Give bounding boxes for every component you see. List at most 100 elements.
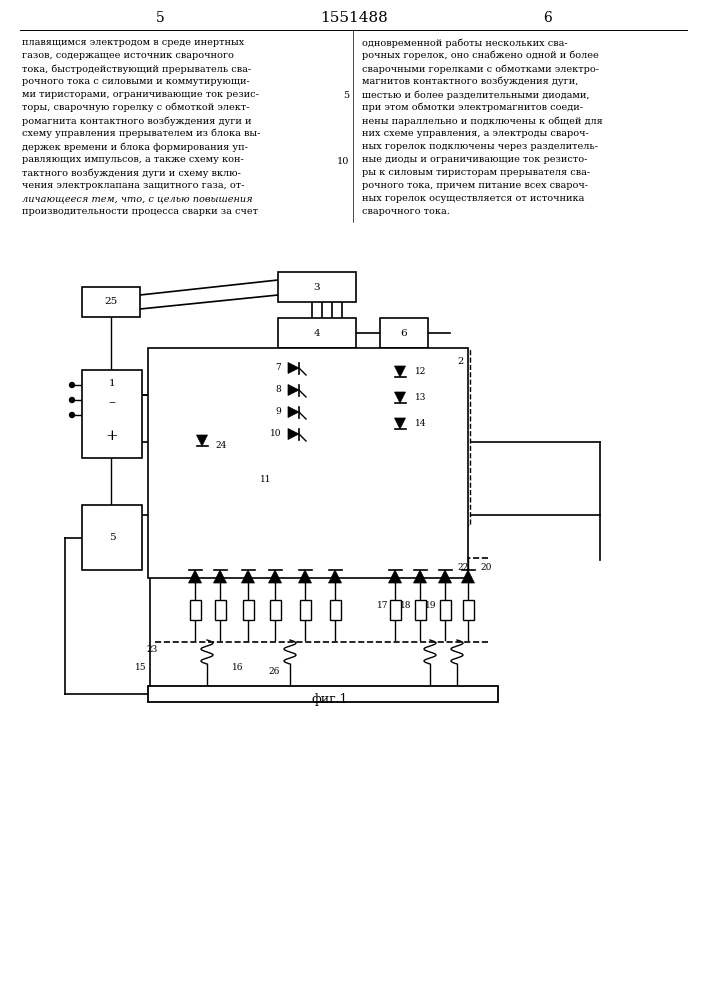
Text: 3: 3	[314, 282, 320, 292]
Text: личающееся тем, что, с целью повышения: личающееся тем, что, с целью повышения	[22, 194, 252, 203]
Text: 17: 17	[377, 600, 389, 609]
Text: рочного тока, причем питание всех свароч-: рочного тока, причем питание всех свароч…	[362, 181, 588, 190]
Text: 2: 2	[457, 358, 463, 366]
Text: 7: 7	[275, 362, 281, 371]
Bar	[414, 600, 426, 620]
Text: газов, содержащее источник сварочного: газов, содержащее источник сварочного	[22, 51, 234, 60]
Bar	[148, 348, 468, 578]
Text: держек времени и блока формирования уп-: держек времени и блока формирования уп-	[22, 142, 248, 151]
Text: 24: 24	[215, 440, 226, 450]
Polygon shape	[389, 570, 402, 583]
Text: магнитов контактного возбуждения дуги,: магнитов контактного возбуждения дуги,	[362, 77, 578, 87]
Polygon shape	[395, 366, 406, 377]
Text: них схеме управления, а электроды свароч-: них схеме управления, а электроды свароч…	[362, 129, 589, 138]
Bar	[278, 272, 356, 302]
Bar	[82, 287, 140, 317]
Text: сварочного тока.: сварочного тока.	[362, 207, 450, 216]
Text: 1: 1	[109, 379, 115, 388]
Text: 18: 18	[400, 600, 411, 609]
Text: 5: 5	[156, 11, 164, 25]
Bar	[82, 370, 142, 458]
Text: схему управления прерывателем из блока вы-: схему управления прерывателем из блока в…	[22, 129, 260, 138]
Polygon shape	[214, 570, 226, 583]
Text: торы, сварочную горелку с обмоткой элект-: торы, сварочную горелку с обмоткой элект…	[22, 103, 250, 112]
Circle shape	[69, 382, 74, 387]
Bar	[329, 600, 341, 620]
Text: 10: 10	[337, 156, 349, 165]
Bar	[189, 600, 201, 620]
Text: одновременной работы нескольких сва-: одновременной работы нескольких сва-	[362, 38, 568, 47]
Polygon shape	[438, 570, 452, 583]
Text: 13: 13	[415, 393, 426, 402]
Text: при этом обмотки электромагнитов соеди-: при этом обмотки электромагнитов соеди-	[362, 103, 583, 112]
Text: 14: 14	[415, 419, 426, 428]
Text: 10: 10	[269, 428, 281, 438]
Text: 22: 22	[457, 564, 468, 572]
Text: производительности процесса сварки за счет: производительности процесса сварки за сч…	[22, 207, 258, 216]
Polygon shape	[288, 362, 299, 373]
Text: 25: 25	[105, 298, 117, 306]
Polygon shape	[395, 418, 406, 429]
Text: 9: 9	[275, 406, 281, 416]
Circle shape	[69, 397, 74, 402]
Bar	[148, 686, 498, 702]
Text: чения электроклапана защитного газа, от-: чения электроклапана защитного газа, от-	[22, 181, 245, 190]
Text: 15: 15	[135, 664, 147, 672]
Polygon shape	[269, 570, 281, 583]
Text: рочных горелок, оно снабжено одной и более: рочных горелок, оно снабжено одной и бол…	[362, 51, 599, 60]
Bar	[269, 600, 281, 620]
Bar	[243, 600, 254, 620]
Text: ры к силовым тиристорам прерывателя сва-: ры к силовым тиристорам прерывателя сва-	[362, 168, 590, 177]
Bar	[82, 505, 142, 570]
Text: 12: 12	[415, 367, 426, 376]
Text: 26: 26	[268, 668, 279, 676]
Polygon shape	[197, 435, 207, 446]
Text: 20: 20	[480, 564, 491, 572]
Bar	[214, 600, 226, 620]
Text: –: –	[108, 395, 115, 409]
Bar	[462, 600, 474, 620]
Text: нены параллельно и подключены к общей для: нены параллельно и подключены к общей дл…	[362, 116, 603, 125]
Bar	[390, 600, 400, 620]
Text: 1551488: 1551488	[320, 11, 387, 25]
Polygon shape	[329, 570, 341, 583]
Text: 23: 23	[147, 646, 158, 654]
Text: 19: 19	[425, 600, 436, 609]
Bar	[212, 350, 470, 525]
Bar	[278, 318, 356, 348]
Polygon shape	[414, 570, 426, 583]
Text: 5: 5	[109, 533, 115, 542]
Bar	[300, 600, 310, 620]
Text: 6: 6	[543, 11, 551, 25]
Text: 11: 11	[260, 476, 271, 485]
Text: ные диоды и ограничивающие ток резисто-: ные диоды и ограничивающие ток резисто-	[362, 155, 588, 164]
Polygon shape	[395, 392, 406, 403]
Polygon shape	[189, 570, 201, 583]
Text: плавящимся электродом в среде инертных: плавящимся электродом в среде инертных	[22, 38, 244, 47]
Text: 8: 8	[275, 384, 281, 393]
Text: ми тиристорами, ограничивающие ток резис-: ми тиристорами, ограничивающие ток резис…	[22, 90, 259, 99]
Text: 6: 6	[401, 328, 407, 338]
Text: сварочными горелками с обмотками электро-: сварочными горелками с обмотками электро…	[362, 64, 599, 74]
Text: фиг.1: фиг.1	[312, 694, 349, 706]
Text: шестью и более разделительными диодами,: шестью и более разделительными диодами,	[362, 90, 590, 100]
Polygon shape	[288, 384, 299, 395]
Text: тока, быстродействующий прерыватель сва-: тока, быстродействующий прерыватель сва-	[22, 64, 251, 74]
Polygon shape	[462, 570, 474, 583]
Text: ных горелок подключены через разделитель-: ных горелок подключены через разделитель…	[362, 142, 598, 151]
Text: +: +	[105, 429, 118, 443]
Polygon shape	[288, 428, 299, 440]
Polygon shape	[298, 570, 312, 583]
Text: рочного тока с силовыми и коммутирующи-: рочного тока с силовыми и коммутирующи-	[22, 77, 250, 86]
Text: ромагнита контактного возбуждения дуги и: ромагнита контактного возбуждения дуги и	[22, 116, 252, 125]
Text: ных горелок осуществляется от источника: ных горелок осуществляется от источника	[362, 194, 585, 203]
Polygon shape	[288, 406, 299, 418]
Text: 16: 16	[232, 664, 243, 672]
Bar	[380, 318, 428, 348]
Text: 5: 5	[343, 92, 349, 101]
Text: равляющих импульсов, а также схему кон-: равляющих импульсов, а также схему кон-	[22, 155, 244, 164]
Circle shape	[69, 412, 74, 418]
Polygon shape	[242, 570, 255, 583]
Text: 4: 4	[314, 328, 320, 338]
Bar	[440, 600, 450, 620]
